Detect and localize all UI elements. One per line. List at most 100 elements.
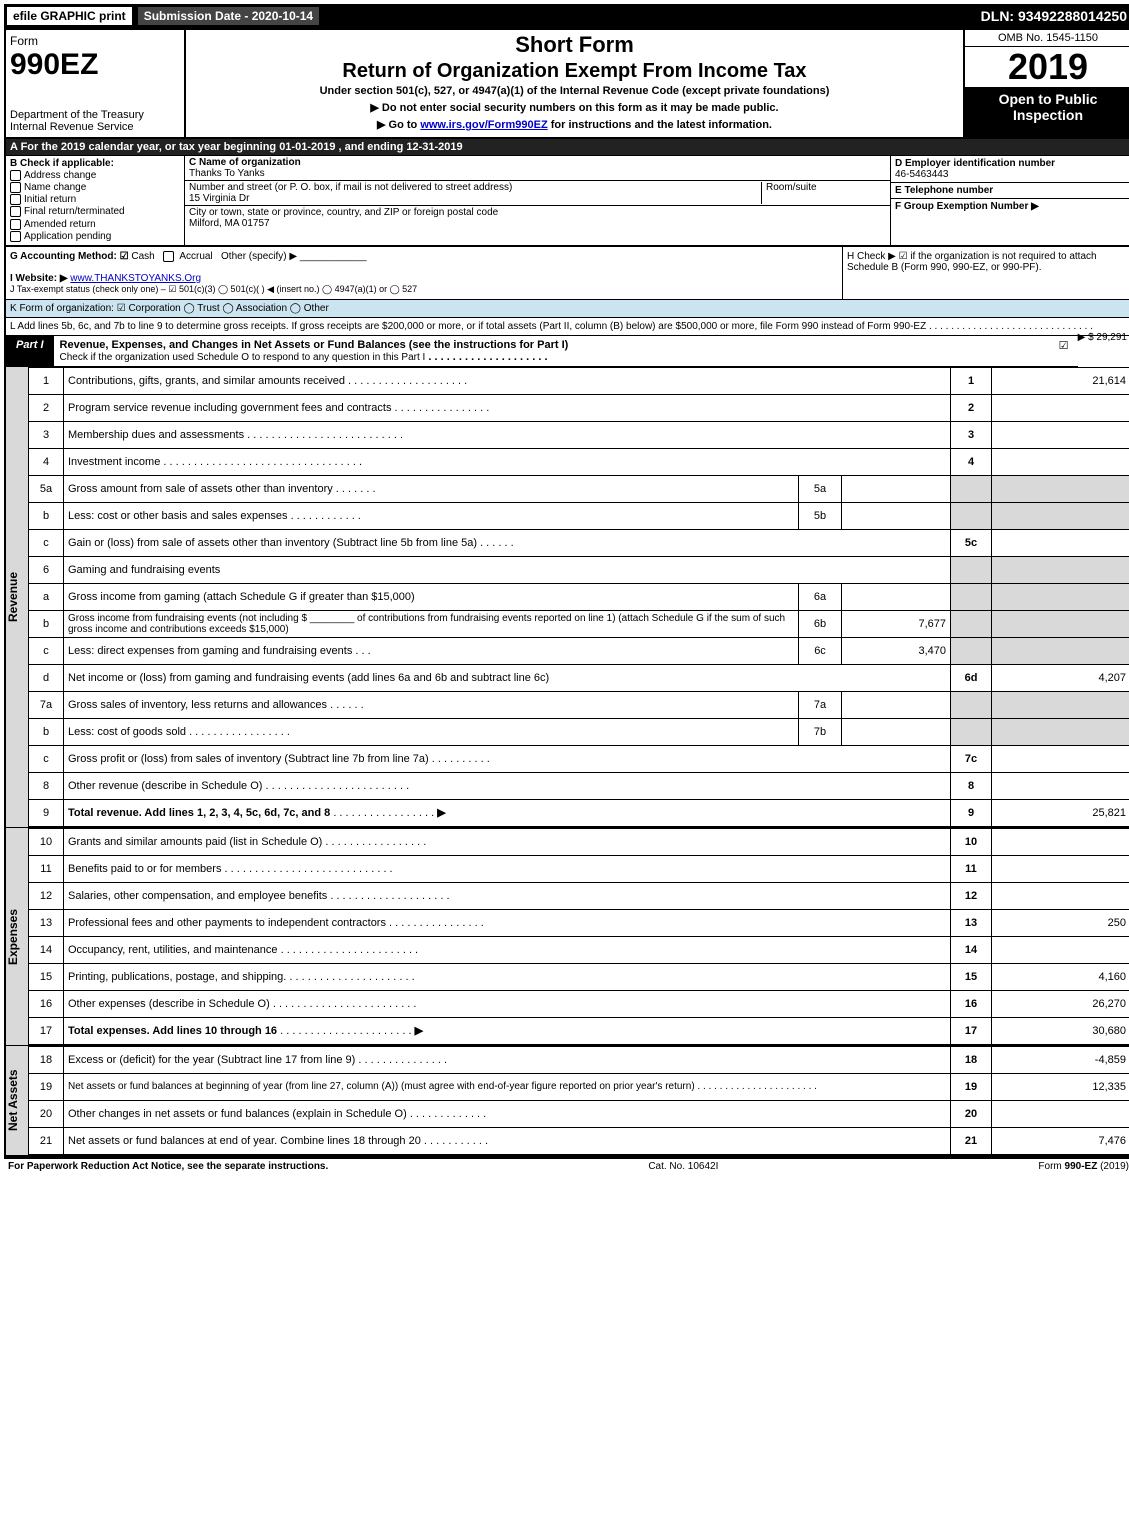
l-text: L Add lines 5b, 6c, and 7b to line 9 to … (10, 321, 926, 332)
entity-right: D Employer identification number 46-5463… (890, 156, 1129, 245)
return-title: Return of Organization Exempt From Incom… (188, 60, 961, 83)
table-row: 11Benefits paid to or for members . . . … (29, 855, 1129, 882)
part1-sub: Check if the organization used Schedule … (60, 352, 426, 363)
tax-period-row: A For the 2019 calendar year, or tax yea… (6, 139, 1129, 156)
table-row: 3Membership dues and assessments . . . .… (29, 421, 1129, 448)
table-row: 10Grants and similar amounts paid (list … (29, 828, 1129, 855)
l-row: L Add lines 5b, 6c, and 7b to line 9 to … (6, 318, 1129, 336)
table-row: cLess: direct expenses from gaming and f… (29, 637, 1129, 664)
table-row: bGross income from fundraising events (n… (29, 610, 1129, 637)
dept-line1: Department of the Treasury (10, 109, 144, 121)
check-amended[interactable]: Amended return (10, 219, 180, 230)
table-row: 21Net assets or fund balances at end of … (29, 1127, 1129, 1154)
short-form-title: Short Form (188, 32, 961, 58)
expenses-table: 10Grants and similar amounts paid (list … (28, 828, 1129, 1045)
phone-cell: E Telephone number (891, 183, 1129, 199)
dln-label: DLN: 93492288014250 (981, 8, 1129, 24)
room-suite: Room/suite (761, 182, 886, 204)
group-exemption-cell: F Group Exemption Number ▶ (891, 199, 1129, 245)
form-frame: Form 990EZ Department of the Treasury In… (4, 28, 1129, 1159)
form-number: 990EZ (10, 48, 180, 82)
org-name-cell: C Name of organization Thanks To Yanks (185, 156, 890, 181)
table-row: 8Other revenue (describe in Schedule O) … (29, 772, 1129, 799)
cash-check[interactable]: ☑ (120, 251, 132, 262)
table-row: 9Total revenue. Add lines 1, 2, 3, 4, 5c… (29, 799, 1129, 826)
check-name-change[interactable]: Name change (10, 182, 180, 193)
h-check: H Check ▶ ☑ if the organization is not r… (842, 247, 1129, 299)
header-right: OMB No. 1545-1150 2019 Open to Public In… (963, 30, 1129, 137)
top-bar: efile GRAPHIC print Submission Date - 20… (4, 4, 1129, 28)
j-row: J Tax-exempt status (check only one) – ☑… (10, 284, 417, 294)
expenses-section: Expenses 10Grants and similar amounts pa… (6, 828, 1129, 1046)
header-left: Form 990EZ Department of the Treasury In… (6, 30, 186, 137)
entity-block: B Check if applicable: Address change Na… (6, 156, 1129, 247)
efile-print-button[interactable]: efile GRAPHIC print (6, 6, 133, 26)
table-row: 1Contributions, gifts, grants, and simil… (29, 367, 1129, 394)
table-row: bLess: cost or other basis and sales exp… (29, 502, 1129, 529)
table-row: 13Professional fees and other payments t… (29, 909, 1129, 936)
goto-pre: ▶ Go to (377, 119, 420, 131)
l-amount: ▶ $ 29,291 (1078, 332, 1127, 343)
city-value: Milford, MA 01757 (189, 218, 270, 229)
f-label: F Group Exemption Number ▶ (895, 201, 1039, 212)
accounting-method: G Accounting Method: ☑ Cash Accrual Othe… (6, 247, 842, 299)
revenue-tab: Revenue (6, 367, 28, 827)
check-initial-return[interactable]: Initial return (10, 194, 180, 205)
form-word: Form (10, 34, 180, 48)
box-b-checklist: B Check if applicable: Address change Na… (6, 156, 185, 245)
accrual-check[interactable] (163, 251, 174, 262)
table-row: 17Total expenses. Add lines 10 through 1… (29, 1017, 1129, 1044)
arrow-icon: ▶ (415, 1025, 423, 1037)
table-row: dNet income or (loss) from gaming and fu… (29, 664, 1129, 691)
table-row: 15Printing, publications, postage, and s… (29, 963, 1129, 990)
table-row: cGross profit or (loss) from sales of in… (29, 745, 1129, 772)
net-assets-tab: Net Assets (6, 1046, 28, 1155)
gh-row: G Accounting Method: ☑ Cash Accrual Othe… (6, 247, 1129, 300)
table-row: 18Excess or (deficit) for the year (Subt… (29, 1046, 1129, 1073)
part1-title: Revenue, Expenses, and Changes in Net As… (54, 336, 1050, 366)
table-row: aGross income from gaming (attach Schedu… (29, 583, 1129, 610)
street-label: Number and street (or P. O. box, if mail… (189, 182, 512, 193)
dept-treasury: Department of the Treasury Internal Reve… (10, 109, 180, 133)
submission-date-button[interactable]: Submission Date - 2020-10-14 (137, 6, 320, 26)
page-footer: For Paperwork Reduction Act Notice, see … (4, 1159, 1129, 1174)
street-row: Number and street (or P. O. box, if mail… (185, 181, 890, 206)
table-row: bLess: cost of goods sold . . . . . . . … (29, 718, 1129, 745)
expenses-tab: Expenses (6, 828, 28, 1045)
open-to-public: Open to Public Inspection (965, 87, 1129, 137)
dept-line2: Internal Revenue Service (10, 121, 134, 133)
table-row: 4Investment income . . . . . . . . . . .… (29, 448, 1129, 475)
g-label: G Accounting Method: (10, 251, 117, 262)
part1-checkbox[interactable]: ☑ (1050, 336, 1078, 366)
revenue-table: 1Contributions, gifts, grants, and simil… (28, 367, 1129, 827)
check-address-change[interactable]: Address change (10, 170, 180, 181)
city-row: City or town, state or province, country… (185, 206, 890, 230)
box-b-title: B Check if applicable: (10, 158, 180, 169)
revenue-section: Revenue 1Contributions, gifts, grants, a… (6, 367, 1129, 828)
net-assets-section: Net Assets 18Excess or (deficit) for the… (6, 1046, 1129, 1157)
goto-line: ▶ Go to www.irs.gov/Form990EZ for instru… (188, 118, 961, 131)
irs-link[interactable]: www.irs.gov/Form990EZ (420, 119, 547, 131)
street-value: 15 Virginia Dr (189, 193, 249, 204)
table-row: 12Salaries, other compensation, and empl… (29, 882, 1129, 909)
website-link[interactable]: www.THANKSTOYANKS.Org (70, 273, 201, 284)
part1-header: Part I Revenue, Expenses, and Changes in… (6, 336, 1078, 367)
i-label: I Website: ▶ (10, 273, 68, 284)
k-row: K Form of organization: ☑ Corporation ◯ … (6, 300, 1129, 318)
header-mid: Short Form Return of Organization Exempt… (186, 30, 963, 137)
table-row: 7aGross sales of inventory, less returns… (29, 691, 1129, 718)
entity-mid: C Name of organization Thanks To Yanks N… (185, 156, 890, 245)
table-row: 5aGross amount from sale of assets other… (29, 475, 1129, 502)
org-name: Thanks To Yanks (189, 168, 265, 179)
table-row: 2Program service revenue including gover… (29, 394, 1129, 421)
check-final-return[interactable]: Final return/terminated (10, 206, 180, 217)
table-row: 6Gaming and fundraising events (29, 556, 1129, 583)
other-specify: Other (specify) ▶ (221, 251, 297, 262)
tax-year: 2019 (965, 47, 1129, 87)
e-label: E Telephone number (895, 185, 993, 196)
goto-post: for instructions and the latest informat… (551, 119, 772, 131)
table-row: cGain or (loss) from sale of assets othe… (29, 529, 1129, 556)
ein-cell: D Employer identification number 46-5463… (891, 156, 1129, 183)
check-pending[interactable]: Application pending (10, 231, 180, 242)
arrow-icon: ▶ (437, 807, 445, 819)
